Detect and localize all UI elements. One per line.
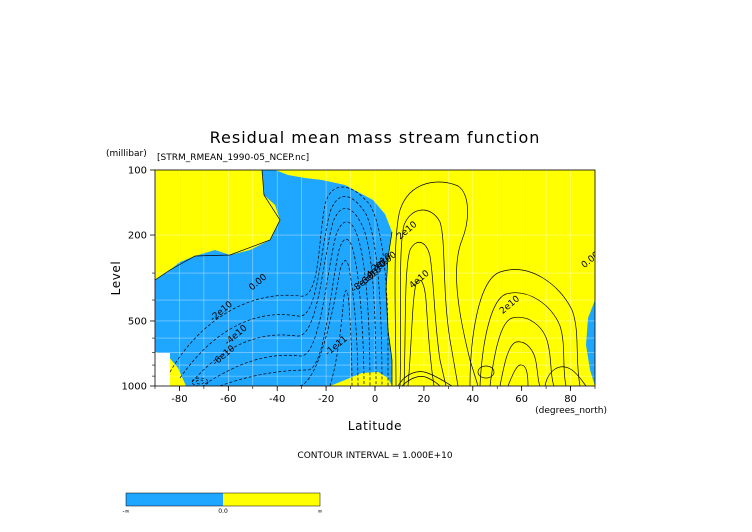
chart-subtitle: [STRM_RMEAN_1990-05_NCEP.nc] — [157, 153, 309, 163]
contour-pos-5 — [469, 269, 581, 386]
y-tick-label: 1000 — [122, 382, 147, 393]
contour-pos-10 — [477, 365, 495, 379]
contour-zero-line — [155, 170, 281, 281]
contour-neg-7 — [329, 290, 353, 386]
x-tick-label: 0 — [372, 394, 378, 405]
contour-interval: CONTOUR INTERVAL = 1.000E+10 — [297, 451, 452, 461]
negative-contours — [169, 186, 389, 386]
chart-title: Residual mean mass stream function — [210, 128, 541, 147]
colorbar-label-min: -∞ — [122, 508, 129, 515]
contour-pos-11 — [397, 371, 453, 386]
x-axis: -80 -60 -40 -20 0 20 40 60 80 — [154, 386, 596, 405]
colorbar-frame — [125, 492, 321, 507]
positive-contours — [155, 170, 587, 386]
x-axis-title: Latitude — [348, 419, 402, 433]
colorbar-label-mid: 0.0 — [218, 508, 228, 515]
x-tick-label: -40 — [269, 394, 285, 405]
contour-pos-7 — [489, 316, 555, 386]
colorbar-negative — [126, 493, 223, 506]
x-tick-label: 60 — [515, 394, 528, 405]
contour-pos-3 — [403, 242, 447, 386]
contour-neg-3 — [191, 208, 377, 386]
contour-neg-1 — [169, 186, 389, 386]
y-tick-label: 500 — [128, 316, 147, 327]
x-tick-label: 20 — [418, 394, 431, 405]
contour-pos-1 — [394, 181, 479, 386]
contour-neg-2 — [179, 196, 383, 386]
y-tick-label: 200 — [128, 231, 147, 242]
grid — [155, 170, 595, 386]
y-tick-label: 100 — [128, 166, 147, 177]
y-units: (millibar) — [106, 149, 147, 159]
contour-pos-12 — [401, 376, 441, 386]
x-tick-label: -80 — [171, 394, 187, 405]
x-axis-units: (degrees_north) — [535, 406, 607, 416]
x-tick-label: 80 — [564, 394, 577, 405]
contour-pos-2 — [399, 209, 459, 386]
negative-region-east — [586, 300, 595, 386]
contour-zero-line-2 — [385, 231, 393, 386]
contour-neg-8 — [191, 377, 209, 386]
y-axis-title: Level — [109, 261, 123, 296]
colorbar-label-max: ∞ — [318, 508, 323, 515]
x-tick-label: -20 — [318, 394, 334, 405]
colorbar: -∞ 0.0 ∞ — [122, 492, 323, 515]
contour-pos-6 — [479, 292, 567, 386]
x-tick-label: -60 — [220, 394, 236, 405]
contour-neg-6 — [299, 260, 359, 386]
contour-neg-5 — [219, 238, 365, 386]
contour-neg-9 — [195, 379, 205, 385]
y-axis: 100 200 500 1000 — [122, 166, 155, 393]
x-tick-label: 40 — [466, 394, 479, 405]
missing-data-patch — [155, 353, 170, 386]
contour-pos-8 — [499, 341, 541, 386]
contour-neg-4 — [204, 221, 371, 386]
plot-area: 0.00-2e10-4e10-6e10 -1e11-8e10-6e10-4e10-… — [122, 166, 596, 405]
contour-pos-4 — [407, 279, 435, 386]
colorbar-positive — [223, 493, 320, 506]
contour-pos-9 — [507, 364, 529, 386]
contour-pos-13 — [544, 366, 587, 386]
